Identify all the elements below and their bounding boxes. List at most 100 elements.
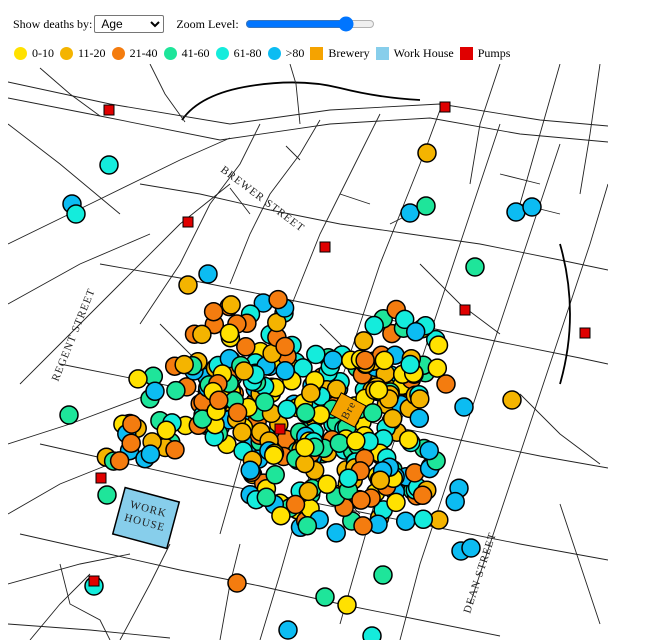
death-marker[interactable]: [268, 289, 288, 310]
death-marker[interactable]: [256, 487, 277, 508]
pump-marker[interactable]: [319, 241, 331, 253]
death-marker[interactable]: [427, 358, 448, 378]
death-marker[interactable]: [297, 515, 318, 536]
death-marker[interactable]: [271, 505, 291, 526]
zoom-slider[interactable]: [244, 16, 375, 32]
death-markers[interactable]: [59, 143, 542, 640]
death-marker[interactable]: [323, 350, 343, 370]
pump-marker[interactable]: [182, 216, 194, 228]
brewery[interactable]: Bre: [329, 392, 367, 428]
death-marker[interactable]: [416, 196, 436, 216]
death-marker[interactable]: [445, 491, 465, 512]
death-marker[interactable]: [166, 380, 186, 401]
death-marker[interactable]: [156, 420, 177, 441]
death-marker[interactable]: [410, 389, 430, 409]
death-marker[interactable]: [198, 264, 218, 284]
death-marker[interactable]: [298, 481, 319, 502]
death-marker[interactable]: [306, 344, 326, 365]
death-marker[interactable]: [502, 390, 522, 410]
death-marker[interactable]: [326, 523, 346, 543]
death-marker[interactable]: [275, 361, 295, 381]
death-marker[interactable]: [382, 408, 403, 429]
work-house[interactable]: WORK HOUSE: [111, 486, 181, 550]
death-marker[interactable]: [236, 337, 256, 357]
death-marker[interactable]: [454, 397, 474, 417]
death-marker[interactable]: [394, 309, 415, 330]
death-marker[interactable]: [140, 444, 161, 464]
death-marker[interactable]: [374, 350, 395, 371]
death-marker[interactable]: [97, 485, 117, 505]
death-marker[interactable]: [240, 460, 260, 481]
death-marker[interactable]: [263, 445, 284, 465]
death-marker[interactable]: [277, 399, 297, 420]
death-marker[interactable]: [353, 331, 374, 351]
death-marker[interactable]: [413, 509, 434, 530]
death-marker[interactable]: [522, 197, 542, 217]
death-marker[interactable]: [338, 468, 359, 488]
death-marker[interactable]: [234, 361, 254, 381]
death-marker[interactable]: [254, 392, 275, 412]
death-marker[interactable]: [461, 538, 481, 558]
death-marker[interactable]: [398, 429, 419, 450]
death-marker[interactable]: [506, 202, 526, 222]
death-marker[interactable]: [315, 587, 335, 607]
death-marker[interactable]: [364, 315, 384, 336]
death-marker[interactable]: [278, 620, 298, 640]
pump-marker[interactable]: [95, 472, 107, 484]
death-marker[interactable]: [219, 323, 240, 344]
death-marker[interactable]: [121, 433, 141, 453]
death-marker[interactable]: [301, 383, 321, 403]
death-marker[interactable]: [428, 335, 449, 355]
death-marker[interactable]: [165, 440, 185, 460]
death-marker[interactable]: [329, 433, 350, 453]
death-marker[interactable]: [66, 204, 86, 224]
death-marker[interactable]: [227, 402, 248, 423]
death-marker[interactable]: [221, 295, 241, 315]
death-marker[interactable]: [409, 408, 430, 429]
death-marker[interactable]: [419, 440, 439, 461]
death-marker[interactable]: [436, 374, 456, 394]
death-marker[interactable]: [368, 380, 389, 400]
death-marker[interactable]: [203, 301, 224, 322]
death-marker[interactable]: [209, 390, 229, 411]
death-marker[interactable]: [59, 405, 79, 425]
death-marker[interactable]: [337, 595, 357, 615]
death-marker[interactable]: [295, 402, 316, 423]
death-marker[interactable]: [128, 369, 148, 389]
death-marker[interactable]: [295, 437, 315, 458]
death-marker[interactable]: [174, 354, 194, 375]
death-marker[interactable]: [351, 490, 371, 510]
death-marker[interactable]: [317, 474, 337, 495]
pump-marker[interactable]: [88, 575, 100, 587]
death-marker[interactable]: [145, 381, 165, 402]
death-marker[interactable]: [465, 257, 485, 277]
pump-marker[interactable]: [103, 104, 115, 116]
death-marker[interactable]: [412, 485, 433, 506]
death-marker[interactable]: [109, 451, 130, 471]
show-deaths-select[interactable]: AgeGender: [94, 15, 165, 33]
death-marker[interactable]: [295, 453, 315, 474]
pump-marker[interactable]: [439, 101, 451, 113]
death-marker[interactable]: [395, 511, 416, 531]
cholera-map[interactable]: BREWER STREET REGENT STREET DEAN STREET …: [0, 64, 659, 640]
death-marker[interactable]: [370, 470, 391, 490]
death-marker[interactable]: [363, 403, 383, 423]
death-marker[interactable]: [386, 492, 406, 513]
death-marker[interactable]: [122, 414, 142, 434]
death-marker[interactable]: [192, 324, 212, 345]
pump-marker[interactable]: [579, 327, 591, 339]
death-marker[interactable]: [355, 350, 375, 370]
pump-markers[interactable]: [88, 101, 591, 587]
death-marker[interactable]: [405, 322, 426, 342]
death-marker[interactable]: [275, 336, 295, 357]
death-marker[interactable]: [285, 494, 306, 515]
death-marker[interactable]: [232, 422, 252, 443]
pump-marker[interactable]: [459, 304, 471, 316]
death-marker[interactable]: [178, 275, 198, 295]
death-marker[interactable]: [99, 155, 119, 175]
death-marker[interactable]: [400, 354, 420, 375]
pump-marker[interactable]: [274, 423, 286, 435]
death-marker[interactable]: [417, 143, 437, 163]
death-marker[interactable]: [227, 573, 247, 593]
death-marker[interactable]: [362, 626, 382, 640]
